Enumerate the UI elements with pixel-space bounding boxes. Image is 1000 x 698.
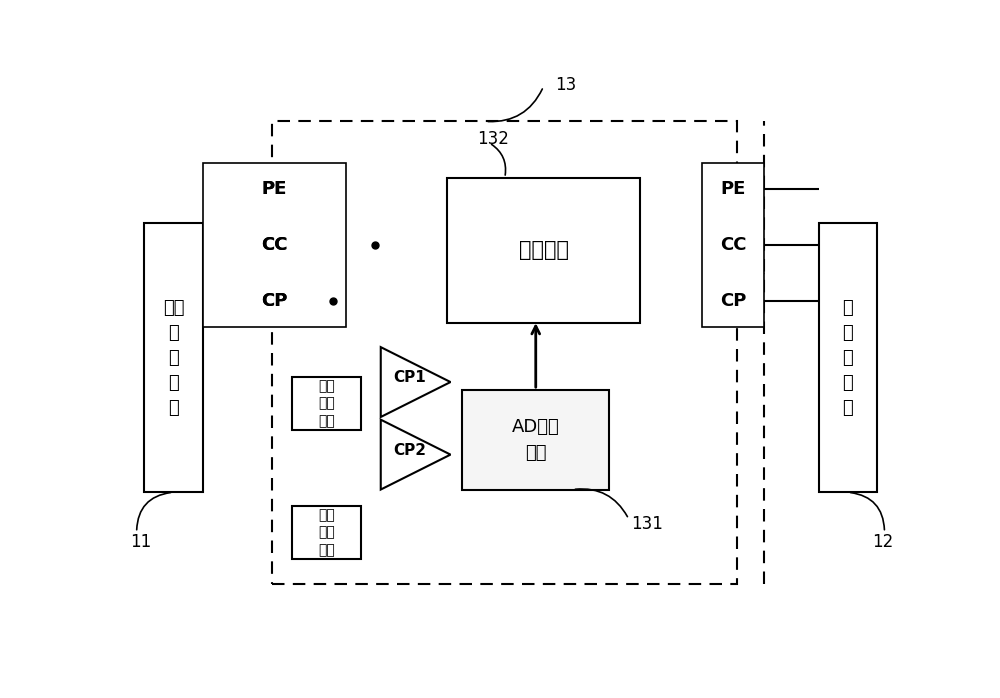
FancyBboxPatch shape <box>702 163 764 327</box>
Text: 12: 12 <box>872 533 894 551</box>
FancyBboxPatch shape <box>819 223 877 492</box>
Text: 13: 13 <box>555 76 576 94</box>
Text: 开关模块: 开关模块 <box>518 240 568 260</box>
Text: 负
荷
对
接
口: 负 荷 对 接 口 <box>842 299 853 417</box>
FancyBboxPatch shape <box>202 163 346 327</box>
Text: CP1: CP1 <box>394 370 426 385</box>
Text: 131: 131 <box>631 516 663 533</box>
Text: 132: 132 <box>478 130 509 148</box>
Text: PE: PE <box>721 179 746 198</box>
FancyBboxPatch shape <box>447 178 640 323</box>
Text: CP: CP <box>261 292 287 311</box>
FancyBboxPatch shape <box>292 505 361 559</box>
Text: PE: PE <box>262 179 287 198</box>
Text: CP2: CP2 <box>394 443 427 458</box>
FancyBboxPatch shape <box>292 377 361 431</box>
FancyBboxPatch shape <box>272 121 737 584</box>
Text: PE: PE <box>262 179 287 198</box>
Text: CC: CC <box>261 236 287 254</box>
Text: CC: CC <box>261 236 287 254</box>
Text: CC: CC <box>720 236 747 254</box>
Text: AD采样
模块: AD采样 模块 <box>512 417 560 462</box>
Text: 11: 11 <box>130 533 151 551</box>
FancyBboxPatch shape <box>462 390 609 489</box>
Text: 第二
基准
信号: 第二 基准 信号 <box>318 508 335 557</box>
FancyBboxPatch shape <box>144 223 202 492</box>
Text: CP: CP <box>720 292 747 311</box>
Text: 充电
桃
对
接
口: 充电 桃 对 接 口 <box>163 299 184 417</box>
Text: 第一
基准
信号: 第一 基准 信号 <box>318 379 335 428</box>
Text: CP: CP <box>261 292 287 311</box>
